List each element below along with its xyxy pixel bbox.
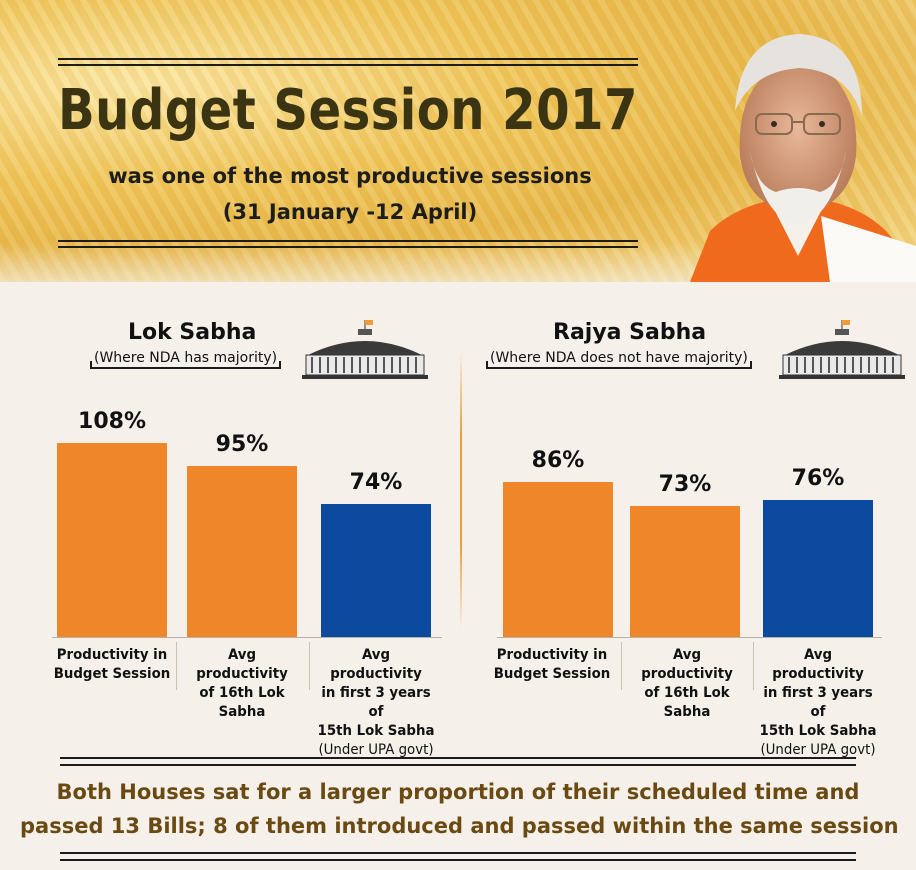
session-dates: (31 January -12 April): [222, 200, 478, 224]
lok-sabha-baseline: [52, 637, 442, 638]
lok-sabha-label-16th-avg: Avg productivity of 16th Lok Sabha: [196, 647, 288, 720]
footer-rule-bottom: [60, 852, 856, 854]
label-separator: [309, 642, 310, 690]
rajya-sabha-note: (Where NDA does not have majority): [486, 350, 752, 369]
rajya-sabha-value-16th-avg: 73%: [658, 471, 712, 497]
header-rule-bottom: [58, 240, 638, 242]
footer-line-2: passed 13 Bills; 8 of them introduced an…: [20, 814, 899, 838]
header-rule-top-2: [58, 64, 638, 66]
page-title: Budget Session 2017: [58, 78, 638, 143]
rajya-sabha-value-budget-session: 86%: [531, 448, 585, 474]
rajya-sabha-bar-budget-session: [503, 482, 613, 637]
lok-sabha-label-budget-session: Productivity in Budget Session: [53, 647, 171, 682]
rajya-sabha-label-16th-avg: Avg productivity of 16th Lok Sabha: [641, 647, 733, 720]
label-separator: [176, 642, 177, 690]
lok-sabha-value-15th-upa-avg: 74%: [349, 469, 403, 495]
rajya-sabha-label-15th-upa-avg: Avg productivity in first 3 years of 15t…: [759, 647, 877, 758]
lok-sabha-note: (Where NDA has majority): [90, 350, 282, 369]
label-separator: [753, 642, 754, 690]
footer-rule-bottom-2: [60, 859, 856, 861]
lok-sabha-value-16th-avg: 95%: [215, 432, 269, 457]
lok-sabha-title: Lok Sabha: [128, 320, 257, 345]
parliament-icon: [779, 320, 905, 379]
header-rule-bottom-2: [58, 246, 638, 248]
lok-sabha-bar-16th-avg: [187, 466, 297, 637]
rajya-sabha-bar-16th-avg: [630, 505, 740, 637]
label-separator: [621, 642, 622, 690]
parliament-icon: [302, 320, 428, 379]
lok-sabha-bar-15th-upa-avg: [321, 503, 431, 637]
lok-sabha-bar-budget-session: [57, 442, 167, 637]
rajya-sabha-baseline: [497, 637, 882, 638]
section-divider: [460, 350, 462, 630]
page-subtitle: was one of the most productive sessions: [108, 164, 592, 188]
rajya-sabha-bar-15th-upa-avg: [763, 500, 873, 637]
lok-sabha-label-15th-upa-avg: Avg productivity in first 3 years of 15t…: [317, 647, 435, 758]
rajya-sabha-title: Rajya Sabha: [553, 320, 707, 345]
rajya-sabha-value-15th-upa-avg: 76%: [791, 466, 845, 492]
rajya-sabha-label-budget-session: Productivity in Budget Session: [493, 647, 611, 682]
header-rule-top: [58, 58, 638, 60]
footer-rule-top-2: [60, 764, 856, 766]
footer-rule-top: [60, 757, 856, 759]
portrait-image: [690, 34, 916, 282]
lok-sabha-value-budget-session: 108%: [78, 408, 146, 434]
footer-line-1: Both Houses sat for a larger proportion …: [56, 780, 860, 804]
